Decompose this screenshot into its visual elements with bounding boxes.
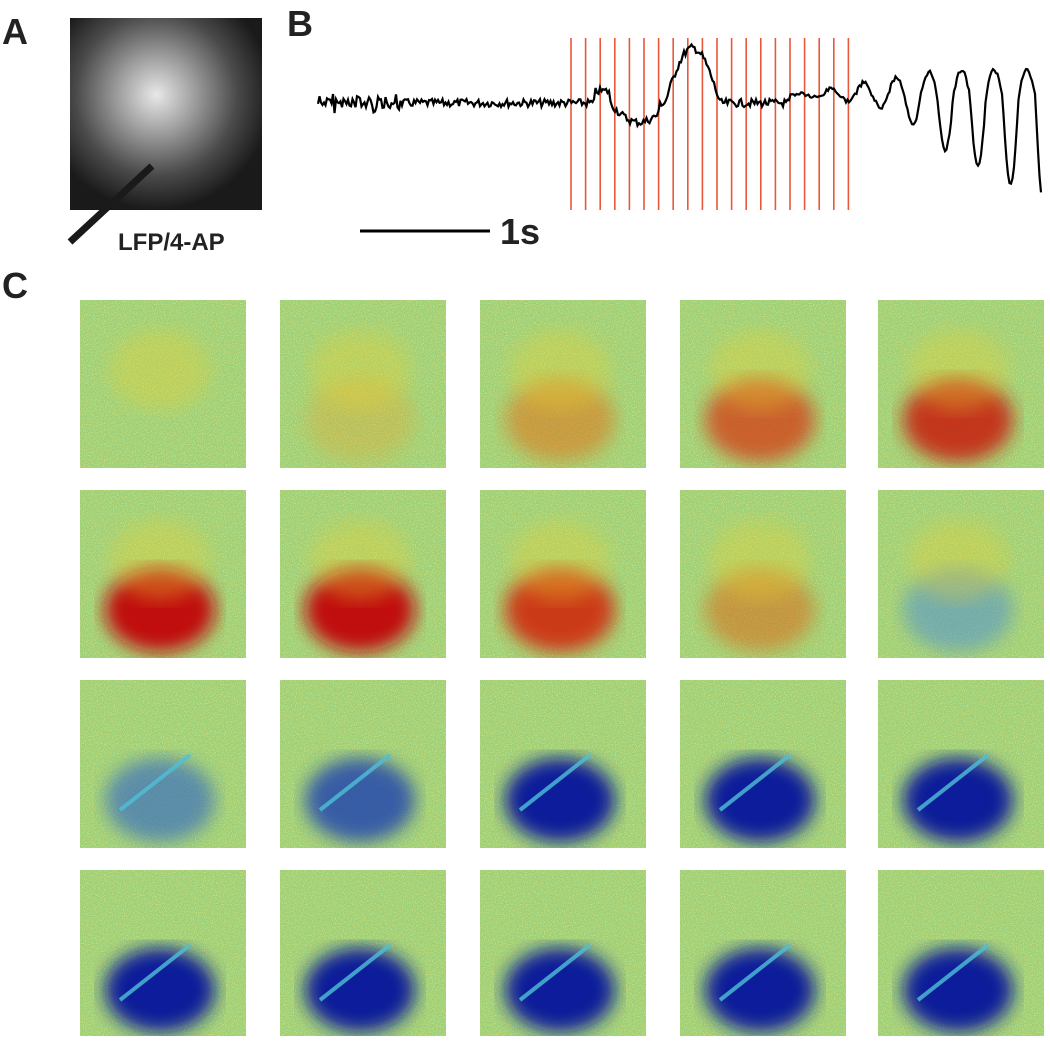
yellow-haze [310,330,410,410]
activity-blob [305,948,415,1032]
frame-content [80,680,246,848]
frame-content [680,490,846,658]
activity-blob [903,948,1013,1032]
vessel [518,943,592,1002]
yellow-haze [908,330,1008,410]
frame-image [80,300,246,468]
yellow-haze [908,520,1008,600]
yellow-haze [510,520,610,600]
frame-image [80,490,246,658]
frame-image [480,870,646,1038]
activity-blob [305,758,415,842]
frame-content [480,870,646,1038]
frame-image [280,870,446,1038]
vessel [718,753,792,812]
yellow-haze [510,330,610,410]
frame-content [680,300,846,468]
yellow-haze [710,330,810,410]
frame-content [280,490,446,658]
panel-label: B [287,3,313,44]
frame-image [280,300,446,468]
activity-blob [105,948,215,1032]
frame-content [480,490,646,658]
frame-image [480,680,646,848]
vessel [916,943,990,1002]
frame-content [680,680,846,848]
vessel [318,753,392,812]
panel-label: C [2,265,28,306]
frame-content [80,300,246,468]
scale-bar-label: 1s [500,211,540,252]
frame-image [80,680,246,848]
frame-image [680,680,846,848]
frame-content [80,490,246,658]
activity-blob [505,948,615,1032]
frame-image [878,490,1044,658]
frame-image [680,870,846,1038]
frame-content [680,870,846,1038]
frame-image [280,490,446,658]
frame-image [480,490,646,658]
frame-image [878,870,1044,1038]
vessel [118,753,192,812]
frame-content [280,680,446,848]
panel-label: A [2,11,28,52]
activity-blob [705,758,815,842]
vessel [916,753,990,812]
frame-image [680,490,846,658]
frame-content [878,680,1044,848]
frame-content [480,300,646,468]
electrode [67,163,155,245]
yellow-haze [310,520,410,600]
frame-image [280,680,446,848]
frame-image [680,300,846,468]
yellow-haze [710,520,810,600]
vessel [518,753,592,812]
frame-image [480,300,646,468]
frame-image [878,680,1044,848]
activity-blob [105,758,215,842]
yellow-haze [110,330,210,410]
yellow-haze [110,520,210,600]
frame-content [280,300,446,468]
vessel [318,943,392,1002]
activity-blob [903,758,1013,842]
annotation: LFP/4-AP [118,229,225,256]
frame-markers [570,38,850,210]
frame-content [878,300,1044,468]
frame-content [878,870,1044,1038]
vessel [118,943,192,1002]
lfp-trace [316,42,1043,193]
frame-content [80,870,246,1038]
frame-content [878,490,1044,658]
frame-image [878,300,1044,468]
frame-image [80,870,246,1038]
activity-blob [505,758,615,842]
frame-content [280,870,446,1038]
cortex-image [70,18,262,210]
frame-content [480,680,646,848]
image-grid [80,300,1044,1038]
vessel [718,943,792,1002]
activity-blob [705,948,815,1032]
